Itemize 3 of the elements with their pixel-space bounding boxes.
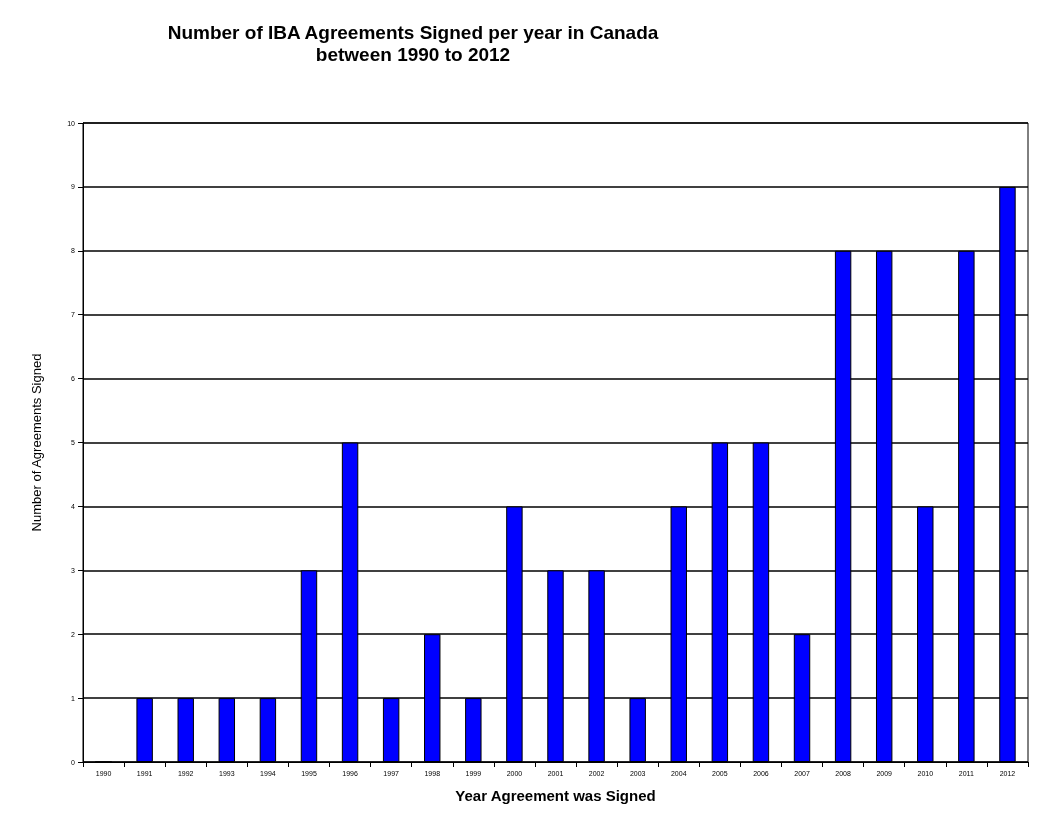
chart-title: Number of IBA Agreements Signed per year in Canada between 1990 to 2012: [167, 21, 659, 65]
y-axis-title: Number of Agreements Signed: [29, 353, 44, 532]
x-axis-title: Year Agreement was Signed: [455, 787, 656, 804]
